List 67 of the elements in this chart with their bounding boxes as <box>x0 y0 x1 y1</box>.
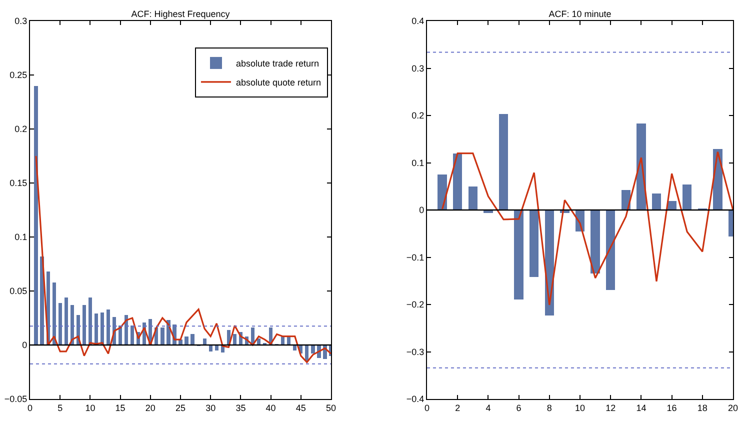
x-tick-label: 8 <box>546 402 552 413</box>
bar <box>498 114 508 210</box>
bar <box>530 210 539 278</box>
bar <box>34 86 38 345</box>
x-tick-label: 10 <box>574 402 586 413</box>
bar <box>293 345 297 350</box>
y-tick-label: 0 <box>419 205 424 216</box>
x-tick-label: 45 <box>296 402 306 413</box>
x-tick-label: 40 <box>266 402 276 413</box>
y-tick-label: 0.2 <box>14 124 28 134</box>
bar <box>88 297 92 345</box>
x-tick-label: 20 <box>145 402 156 413</box>
x-tick-label: 4 <box>486 402 491 413</box>
y-tick-label: −0.2 <box>406 300 424 310</box>
y-tick-label: 0.05 <box>10 286 28 296</box>
y-tick-label: −0.05 <box>4 394 28 404</box>
bar <box>214 345 218 350</box>
bar <box>590 210 600 274</box>
bar <box>453 153 462 210</box>
y-tick-label: −0.4 <box>406 394 424 404</box>
legend-label: absolute quote return <box>236 77 322 88</box>
y-tick-label: 0.3 <box>14 16 28 26</box>
y-tick-label: 0.4 <box>412 16 424 26</box>
y-tick-label: −0.1 <box>406 252 424 262</box>
bar <box>514 210 524 300</box>
x-tick-label: 15 <box>115 402 126 413</box>
y-tick-label: −0.3 <box>406 346 424 357</box>
bar <box>160 328 164 345</box>
bar <box>232 334 236 345</box>
line-series <box>442 151 733 306</box>
x-tick-label: 20 <box>728 402 738 413</box>
y-tick-label: 0 <box>22 340 28 350</box>
bar <box>106 309 110 345</box>
bar <box>52 282 56 345</box>
bar <box>606 210 616 290</box>
x-tick-label: 10 <box>85 402 96 413</box>
x-tick-label: 6 <box>516 402 522 413</box>
bar <box>58 302 62 345</box>
y-tick-label: 0.15 <box>10 178 28 188</box>
chart-title: ACF: Highest Frequency <box>131 9 230 19</box>
x-tick-label: 14 <box>636 402 646 413</box>
y-tick-label: 0.25 <box>10 70 28 80</box>
x-tick-label: 50 <box>326 402 336 413</box>
bar <box>184 336 188 345</box>
x-tick-label: 16 <box>666 402 677 413</box>
x-tick-label: 25 <box>175 402 186 413</box>
bar <box>652 193 662 210</box>
bar <box>311 345 315 354</box>
y-tick-label: 0.1 <box>412 158 424 168</box>
chart-title: ACF: 10 minute <box>548 9 612 19</box>
bar <box>130 326 134 345</box>
line-series <box>35 155 331 364</box>
legend-label: absolute trade return <box>236 58 320 68</box>
y-tick-label: 0.2 <box>412 110 424 121</box>
bar <box>82 305 86 345</box>
bar <box>468 186 478 210</box>
bar <box>190 334 194 345</box>
x-tick-label: 18 <box>697 402 708 413</box>
x-tick-label: 30 <box>206 402 216 413</box>
x-tick-label: 5 <box>58 402 63 413</box>
y-tick-label: 0.3 <box>412 63 424 74</box>
x-tick-label: 2 <box>455 402 460 413</box>
bar <box>682 184 692 210</box>
x-tick-label: 35 <box>236 402 246 413</box>
y-tick-label: 0.1 <box>14 232 28 242</box>
bar <box>64 297 68 345</box>
x-tick-label: 12 <box>606 402 616 413</box>
